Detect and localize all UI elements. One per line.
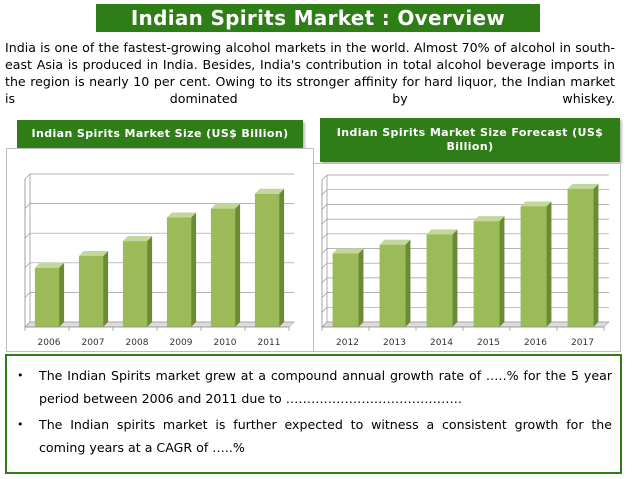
bar-side bbox=[546, 201, 552, 327]
bar-top bbox=[567, 183, 599, 189]
bar-side bbox=[593, 183, 599, 327]
bar-top bbox=[122, 236, 153, 242]
bar-2017 bbox=[567, 183, 599, 327]
bullet-icon: • bbox=[17, 369, 24, 382]
bar-top bbox=[332, 248, 364, 254]
bar-2009 bbox=[166, 212, 197, 327]
bar-front bbox=[332, 253, 359, 327]
gridline-diag bbox=[24, 203, 31, 209]
chart-floor bbox=[24, 321, 295, 328]
x-tick-label: 2010 bbox=[214, 338, 237, 348]
x-tick-label: 2008 bbox=[126, 338, 149, 348]
chart-market-size: 2006 2007 2008 2009 2010 2011 bbox=[6, 148, 314, 352]
x-tick-label: 2016 bbox=[524, 338, 547, 348]
bullet-icon: • bbox=[17, 418, 24, 431]
gridline-diag bbox=[321, 277, 328, 284]
bar-2015 bbox=[473, 216, 505, 327]
chart-market-size-svg: 2006 2007 2008 2009 2010 2011 bbox=[24, 173, 295, 348]
bar-front bbox=[254, 193, 280, 327]
bar-top bbox=[34, 262, 65, 268]
page-title: Indian Spirits Market : Overview bbox=[96, 4, 540, 32]
bar-side bbox=[59, 262, 65, 327]
summary-box: • The Indian Spirits market grew at a co… bbox=[5, 354, 622, 474]
bar-top bbox=[254, 188, 285, 194]
gridline-diag bbox=[321, 189, 328, 195]
bullet-text: The Indian Spirits market grew at a comp… bbox=[39, 368, 612, 406]
gridline-diag bbox=[321, 307, 328, 313]
bar-top bbox=[520, 201, 552, 207]
bar-2014 bbox=[426, 229, 458, 327]
bar-front bbox=[122, 241, 148, 327]
bar-side bbox=[405, 239, 411, 327]
chart-title-text: Indian Spirits Market Size (US$ Billion) bbox=[31, 127, 289, 140]
bar-2016 bbox=[520, 201, 552, 327]
bar-side bbox=[452, 229, 458, 327]
gridline-diag bbox=[321, 292, 328, 298]
gridline-diag bbox=[321, 204, 328, 210]
gridline-diag bbox=[321, 248, 328, 254]
bar-side bbox=[147, 236, 153, 327]
bar-side bbox=[103, 250, 109, 327]
bar-side bbox=[279, 188, 285, 327]
chart-title-market-size: Indian Spirits Market Size (US$ Billion) bbox=[17, 120, 303, 148]
bar-2010 bbox=[210, 203, 241, 327]
bar-front bbox=[473, 221, 500, 327]
summary-bullet: • The Indian Spirits market grew at a co… bbox=[17, 364, 612, 410]
bar-front bbox=[78, 255, 104, 327]
x-tick-label: 2009 bbox=[170, 338, 193, 348]
chart-title-forecast: Indian Spirits Market Size Forecast (US$… bbox=[320, 118, 620, 162]
x-tick-label: 2011 bbox=[258, 338, 281, 348]
bar-front bbox=[520, 206, 547, 327]
chart-forecast-svg: 2012 2013 2014 2015 2016 2017 bbox=[321, 174, 610, 348]
bar-top bbox=[379, 239, 411, 245]
bar-top bbox=[166, 212, 197, 218]
intro-paragraph: India is one of the fastest-growing alco… bbox=[5, 40, 615, 106]
bar-front bbox=[210, 208, 236, 327]
bar-2008 bbox=[122, 236, 153, 327]
gridline-diag bbox=[24, 292, 31, 298]
x-tick-label: 2006 bbox=[38, 338, 61, 348]
bar-front bbox=[379, 244, 406, 327]
x-tick-label: 2015 bbox=[477, 338, 500, 348]
bar-2011 bbox=[254, 188, 285, 327]
gridline-diag bbox=[321, 174, 328, 181]
bar-front bbox=[166, 217, 192, 327]
chart-forecast: 2012 2013 2014 2015 2016 2017 bbox=[313, 163, 621, 352]
gridline-diag bbox=[24, 173, 31, 180]
bullet-text: The Indian spirits market is further exp… bbox=[39, 417, 612, 455]
bar-side bbox=[358, 248, 364, 327]
x-tick-label: 2013 bbox=[383, 338, 406, 348]
x-tick-label: 2007 bbox=[82, 338, 105, 348]
bar-2006 bbox=[34, 262, 65, 327]
gridline-diag bbox=[321, 321, 328, 328]
gridline-diag bbox=[24, 232, 31, 239]
bar-side bbox=[191, 212, 197, 327]
bar-front bbox=[426, 234, 453, 327]
bar-front bbox=[567, 188, 594, 327]
x-tick-label: 2017 bbox=[571, 338, 594, 348]
bar-2007 bbox=[78, 250, 109, 327]
gridline-diag bbox=[321, 233, 328, 240]
chart-title-text: Indian Spirits Market Size Forecast (US$… bbox=[336, 126, 604, 153]
bar-top bbox=[210, 203, 241, 209]
bar-front bbox=[34, 267, 60, 327]
bar-side bbox=[235, 203, 241, 327]
bar-2013 bbox=[379, 239, 411, 327]
x-tick-label: 2014 bbox=[430, 338, 453, 348]
gridline-diag bbox=[321, 218, 328, 225]
chart-floor bbox=[321, 321, 610, 328]
x-tick-label: 2012 bbox=[336, 338, 359, 348]
gridline-diag bbox=[321, 262, 328, 269]
summary-bullet: • The Indian spirits market is further e… bbox=[17, 413, 612, 459]
bar-top bbox=[473, 216, 505, 222]
gridline-diag bbox=[24, 321, 31, 328]
bar-top bbox=[426, 229, 458, 235]
bar-top bbox=[78, 250, 109, 256]
bar-2012 bbox=[332, 248, 364, 327]
gridline-diag bbox=[24, 262, 31, 269]
bar-side bbox=[499, 216, 505, 327]
